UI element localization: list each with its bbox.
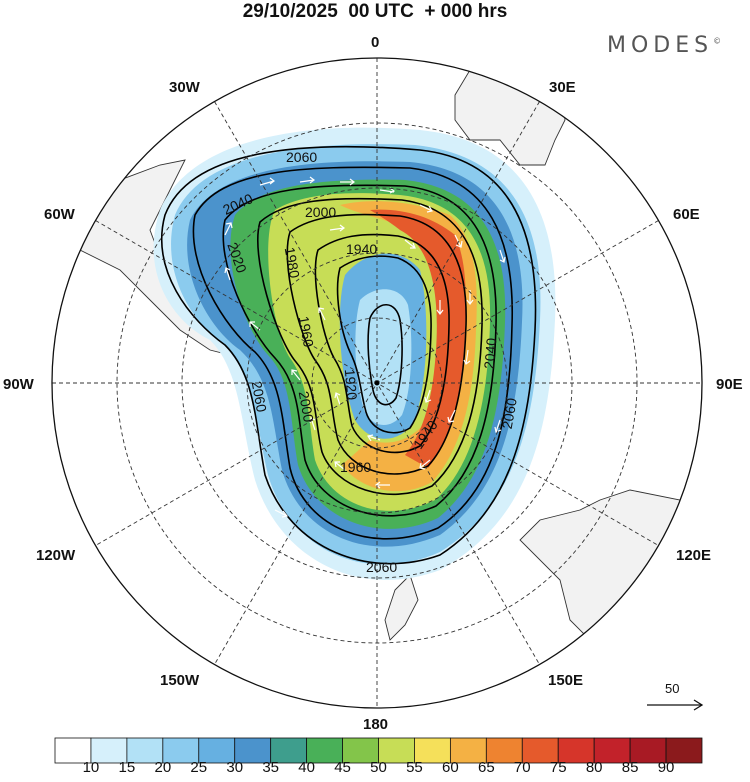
new-zealand-landmass bbox=[384, 574, 419, 641]
contour-2040 bbox=[192, 166, 514, 540]
colorbar-tick-label: 70 bbox=[513, 759, 531, 776]
colorbar-tick-label: 25 bbox=[190, 759, 208, 776]
colorbar-tick-label: 65 bbox=[477, 759, 495, 776]
lon-label-90e: 90E bbox=[716, 376, 743, 393]
reference-vector-label: 50 bbox=[665, 681, 680, 696]
contour-label: 1940 bbox=[346, 241, 377, 257]
contour-1980 bbox=[286, 213, 467, 475]
contour-1920 bbox=[367, 303, 403, 406]
lon-label-0: 0 bbox=[371, 34, 380, 51]
map-boundary bbox=[51, 57, 703, 709]
contour-label: 2060 bbox=[286, 149, 317, 165]
contour-label: 2060 bbox=[499, 397, 520, 431]
colorbar-tick-label: 45 bbox=[334, 759, 351, 776]
colorbar-tick-label: 90 bbox=[657, 759, 675, 776]
contour-label: 1920 bbox=[342, 368, 361, 401]
lon-label-90w: 90W bbox=[3, 376, 34, 393]
lon-label-180: 180 bbox=[363, 716, 389, 733]
lon-label-60w: 60W bbox=[44, 206, 75, 223]
colorbar-tick-label: 75 bbox=[549, 759, 567, 776]
map-title: 29/10/2025 00 UTC + 000 hrs bbox=[242, 1, 508, 22]
contour-label: 1980 bbox=[282, 246, 303, 280]
contour-2000 bbox=[256, 197, 483, 495]
lon-label-30e: 30E bbox=[549, 79, 576, 96]
colorbar-tick-label: 30 bbox=[226, 759, 244, 776]
contour-2020 bbox=[222, 184, 497, 517]
contour-1940 bbox=[336, 255, 432, 434]
lon-label-60e: 60E bbox=[673, 206, 700, 223]
lon-label-30w: 30W bbox=[169, 79, 200, 96]
modes-logo: MODES© bbox=[607, 33, 722, 58]
colorbar-tick-label: 40 bbox=[298, 759, 315, 776]
australia-landmass bbox=[519, 489, 702, 701]
contour-label: 2060 bbox=[366, 559, 397, 575]
colorbar-tick-label: 10 bbox=[82, 759, 100, 776]
lon-label-120e: 120E bbox=[676, 547, 712, 564]
contour-label: 1960 bbox=[296, 315, 317, 349]
lon-label-120w: 120W bbox=[36, 547, 76, 564]
contour-2060 bbox=[160, 145, 537, 565]
colorbar-tick-label: 15 bbox=[118, 759, 136, 776]
south-pole-marker bbox=[374, 380, 380, 386]
colorbar-tick-label: 60 bbox=[442, 759, 459, 776]
reference-vector-arrow bbox=[647, 699, 704, 711]
contour-label: 1960 bbox=[340, 459, 371, 475]
colorbar-tick-label: 35 bbox=[262, 759, 279, 776]
contour-label: 2000 bbox=[296, 390, 317, 424]
contour-label: 2060 bbox=[249, 380, 270, 414]
lon-label-150e: 150E bbox=[548, 672, 584, 689]
colorbar-tick-label: 85 bbox=[621, 759, 639, 776]
colorbar-tick-label: 20 bbox=[154, 759, 172, 776]
contour-label: 2040 bbox=[481, 337, 500, 370]
colorbar-tick-label: 80 bbox=[585, 759, 603, 776]
colorbar-tick-label: 55 bbox=[406, 759, 423, 776]
height-contours bbox=[160, 145, 537, 565]
colorbar-tick-label: 50 bbox=[370, 759, 387, 776]
lon-label-150w: 150W bbox=[160, 672, 200, 689]
wind-vectors bbox=[224, 176, 506, 518]
contour-label: 2000 bbox=[305, 204, 336, 220]
